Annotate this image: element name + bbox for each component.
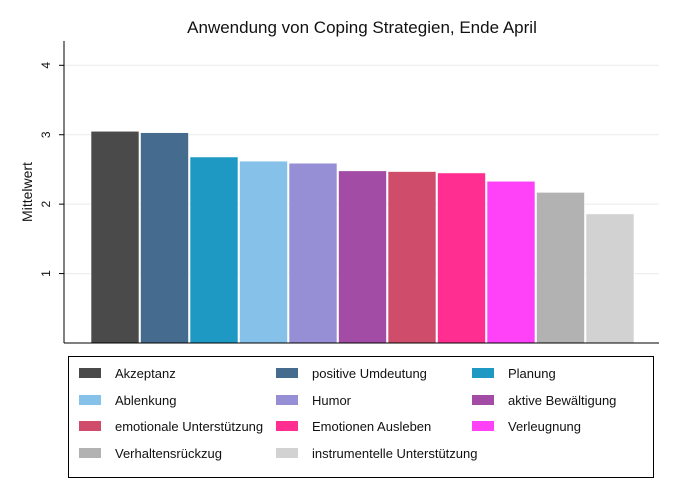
bar-2 — [140, 132, 189, 344]
bar-4 — [239, 160, 288, 344]
legend-swatch — [79, 368, 101, 378]
y-axis-label: Mittelwert — [19, 162, 35, 222]
legend-item: Ablenkung — [79, 392, 177, 408]
y-tick-label: 1 — [39, 270, 53, 277]
legend-item: Verhaltensrückzug — [79, 445, 222, 461]
legend-label: Emotionen Ausleben — [312, 418, 432, 434]
y-tick-label: 2 — [39, 200, 53, 207]
legend-label: positive Umdeutung — [312, 365, 427, 381]
legend-label: Humor — [312, 392, 352, 408]
legend-item: emotionale Unterstützung — [79, 418, 264, 434]
legend-swatch — [79, 395, 101, 405]
y-tick-label: 4 — [39, 62, 53, 69]
legend-swatch — [472, 368, 494, 378]
legend-item: positive Umdeutung — [276, 365, 427, 381]
bar-11 — [585, 213, 635, 344]
bars — [90, 130, 635, 344]
legend: Akzeptanz positive Umdeutung Planung Ablenk… — [68, 356, 654, 478]
legend-item: Verleugnung — [472, 418, 582, 434]
chart-title: Anwendung von Coping Strategien, Ende Ap… — [187, 18, 537, 37]
legend-swatch — [472, 421, 494, 431]
y-axis: 1 2 3 4 — [39, 41, 659, 344]
legend-label: Planung — [508, 365, 556, 381]
bar-3 — [189, 156, 239, 344]
legend-label: Verleugnung — [508, 418, 582, 434]
legend-item: Humor — [276, 392, 352, 408]
bar-8 — [437, 172, 486, 344]
legend-swatch — [276, 421, 298, 431]
legend-swatch — [276, 368, 298, 378]
legend-label: aktive Bewältigung — [508, 392, 617, 408]
legend-item: Planung — [472, 365, 556, 381]
legend-label: instrumentelle Unterstützung — [312, 445, 478, 461]
legend-swatch — [79, 421, 101, 431]
legend-swatch — [276, 448, 298, 458]
legend-item: Akzeptanz — [79, 365, 176, 381]
legend-item: instrumentelle Unterstützung — [276, 445, 478, 461]
y-tick-label: 3 — [39, 131, 53, 138]
legend-swatch — [472, 395, 494, 405]
legend-item: Emotionen Ausleben — [276, 418, 432, 434]
bar-7 — [387, 171, 437, 344]
legend-swatch — [276, 395, 298, 405]
legend-label: Akzeptanz — [115, 365, 176, 381]
legend-label: Ablenkung — [115, 392, 177, 408]
legend-label: emotionale Unterstützung — [115, 418, 264, 434]
bar-5 — [288, 162, 338, 344]
bar-10 — [536, 192, 585, 344]
bar-9 — [486, 180, 536, 344]
bar-6 — [338, 170, 387, 344]
legend-swatch — [79, 448, 101, 458]
legend-label: Verhaltensrückzug — [115, 445, 222, 461]
bar-1 — [90, 130, 140, 344]
legend-item: aktive Bewältigung — [472, 392, 617, 408]
